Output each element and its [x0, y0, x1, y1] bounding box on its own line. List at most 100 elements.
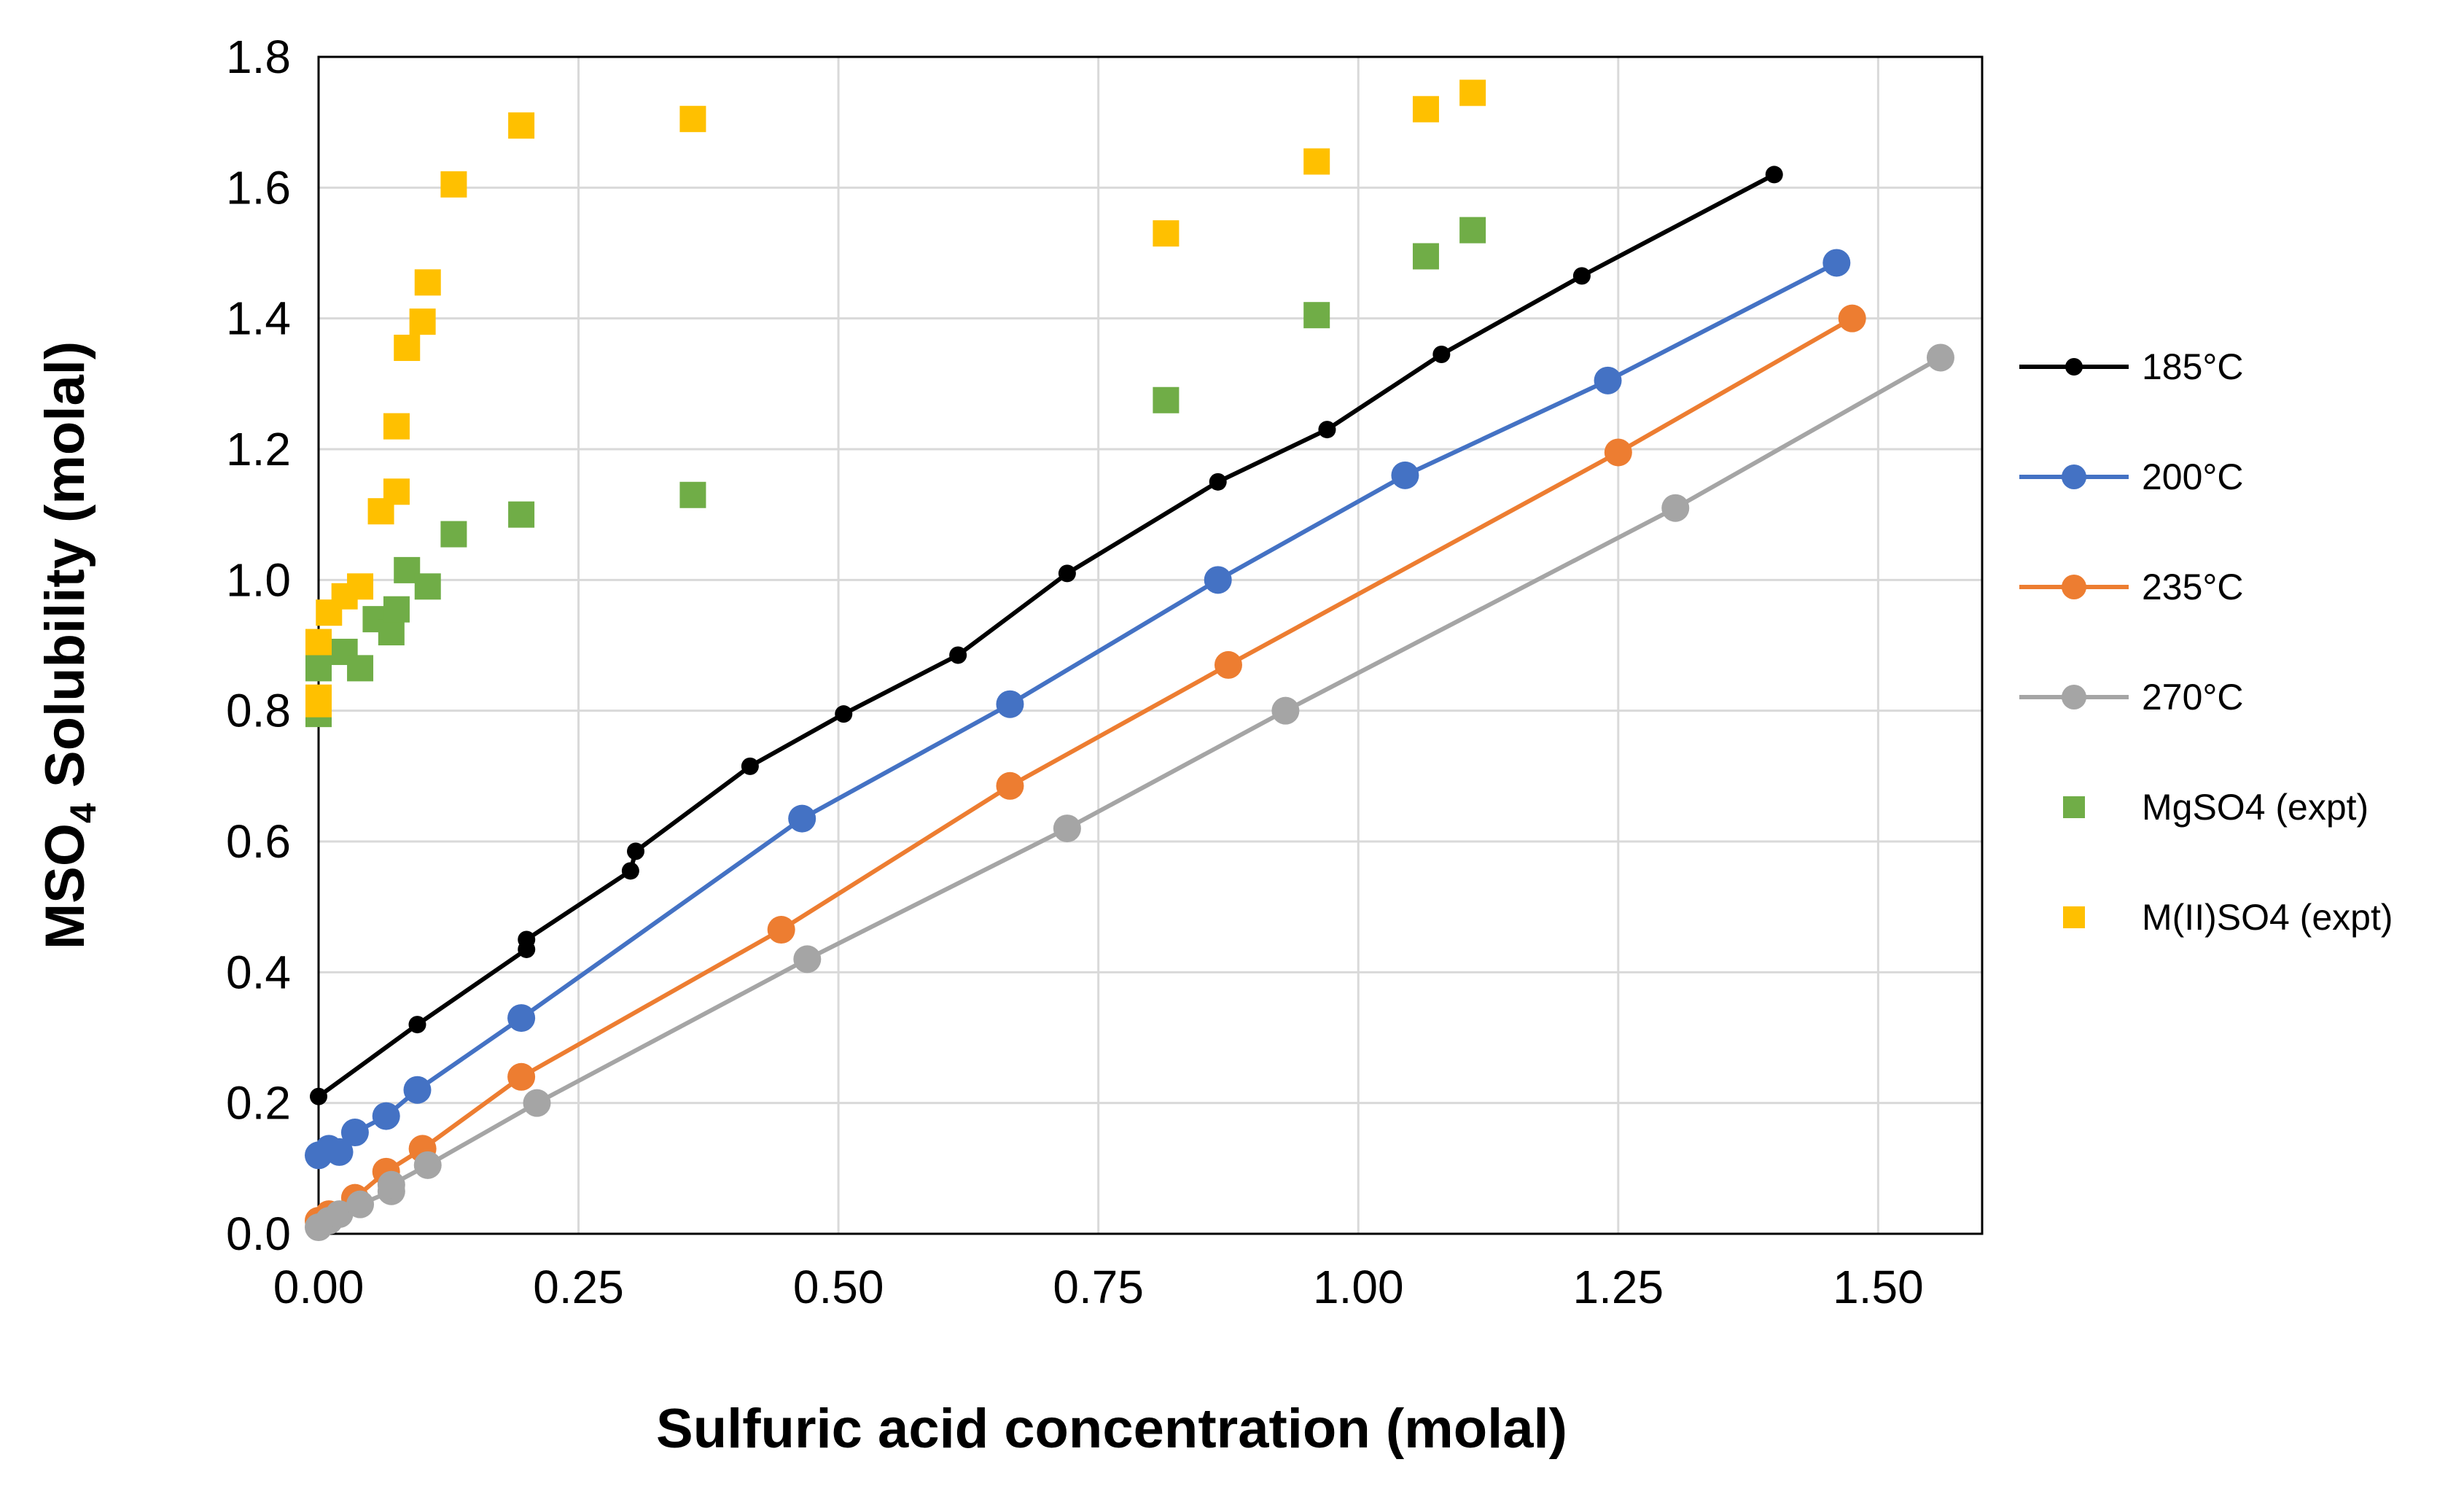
data-point [347, 655, 374, 682]
series-layer [305, 79, 1954, 1242]
legend-marker [2062, 464, 2086, 489]
legend-item-mgso4-expt: MgSO4 (expt) [2063, 787, 2369, 828]
data-point [383, 478, 410, 505]
data-point [414, 573, 441, 600]
data-point [325, 1200, 354, 1229]
data-point [378, 619, 405, 646]
y-tick-label: 0.8 [226, 685, 291, 737]
data-point [1391, 461, 1419, 489]
data-point [1926, 343, 1954, 372]
legend-marker [2063, 796, 2085, 818]
data-point [996, 771, 1024, 800]
data-point [440, 521, 467, 548]
data-point [413, 1151, 442, 1179]
x-tick-label: 1.50 [1833, 1261, 1924, 1313]
data-point [679, 106, 706, 133]
data-point [340, 1119, 369, 1147]
data-point [383, 596, 410, 623]
data-point [621, 862, 639, 880]
data-point [1058, 564, 1076, 583]
x-tick-label: 0.25 [533, 1261, 624, 1313]
legend-item-270-c: 270°C [2019, 677, 2244, 718]
data-point [305, 655, 332, 682]
data-point [627, 842, 645, 860]
legend-marker [2062, 575, 2086, 599]
y-tick-label: 1.0 [226, 553, 291, 606]
data-point [1822, 249, 1851, 277]
y-tick-label: 0.0 [226, 1208, 291, 1260]
data-point [1765, 166, 1783, 184]
y-axis-title: MSO4 Solubility (molal) [34, 341, 104, 949]
data-point [788, 804, 816, 833]
data-point [523, 1089, 551, 1117]
x-tick-label: 0.75 [1053, 1261, 1144, 1313]
x-tick-label: 1.00 [1313, 1261, 1404, 1313]
data-point [1572, 267, 1591, 285]
data-point [394, 335, 421, 362]
data-point [508, 112, 535, 139]
data-point [347, 573, 374, 600]
series-200-c [305, 249, 1851, 1170]
data-point [1214, 650, 1242, 679]
gridlines [319, 55, 1982, 1234]
data-point [507, 1062, 536, 1091]
data-point [793, 945, 822, 973]
legend: 185°C 200°C 235°C 270°C MgSO4 (expt) M(II)SO4… [2019, 346, 2393, 938]
data-point [310, 1087, 327, 1105]
legend-marker [2062, 685, 2086, 709]
data-point [1432, 345, 1451, 363]
legend-item-235-c: 235°C [2019, 567, 2244, 607]
y-tick-label: 0.4 [226, 946, 291, 998]
data-point [679, 481, 706, 508]
data-point [741, 757, 759, 775]
data-point [1153, 220, 1180, 247]
x-axis-title: Sulfuric acid concentration (molal) [656, 1398, 1567, 1460]
data-point [1661, 494, 1690, 522]
data-point [305, 629, 332, 656]
legend-item-185-c: 185°C [2019, 346, 2244, 387]
data-point [996, 690, 1024, 718]
legend-label: 235°C [2142, 567, 2244, 607]
x-axis-tick-labels: 0.00 0.25 0.50 0.75 1.00 1.25 1.50 [273, 1261, 1924, 1313]
data-point [1459, 79, 1486, 106]
data-point [1412, 243, 1439, 270]
legend-item-m-ii-so4-expt: M(II)SO4 (expt) [2063, 897, 2393, 938]
data-point [1412, 96, 1439, 123]
y-axis-tick-labels: 0.0 0.2 0.4 0.6 0.8 1.0 1.2 1.4 1.6 1.8 [226, 31, 291, 1260]
data-point [1053, 815, 1081, 843]
data-point [508, 501, 535, 528]
x-tick-label: 0.00 [273, 1261, 364, 1313]
y-tick-label: 1.8 [226, 31, 291, 83]
data-point [1204, 566, 1232, 594]
data-point [346, 1190, 375, 1218]
y-tick-label: 0.6 [226, 815, 291, 868]
data-point [377, 1170, 405, 1199]
data-point [767, 916, 795, 944]
data-point [325, 1138, 354, 1166]
data-point [403, 1076, 432, 1104]
data-point [414, 269, 441, 296]
legend-marker [2065, 358, 2083, 376]
y-tick-label: 1.4 [226, 292, 291, 345]
y-axis-title-main: MSO [34, 823, 96, 949]
data-point [1303, 302, 1330, 329]
series-270-c [305, 343, 1954, 1242]
data-point [835, 705, 853, 723]
y-tick-label: 1.2 [226, 423, 291, 475]
legend-marker [2063, 906, 2085, 928]
data-point [1604, 438, 1632, 467]
legend-label: MgSO4 (expt) [2142, 787, 2369, 828]
legend-label: 185°C [2142, 346, 2244, 387]
series-m-ii-so4-expt [305, 79, 1486, 718]
legend-label: 200°C [2142, 456, 2244, 497]
y-axis-title-subscript: 4 [63, 803, 104, 823]
data-point [440, 171, 467, 198]
legend-item-200-c: 200°C [2019, 456, 2244, 497]
data-point [1459, 217, 1486, 244]
data-point [1209, 473, 1227, 491]
data-point [1594, 366, 1622, 394]
data-point [1153, 386, 1180, 413]
data-point [383, 413, 410, 440]
